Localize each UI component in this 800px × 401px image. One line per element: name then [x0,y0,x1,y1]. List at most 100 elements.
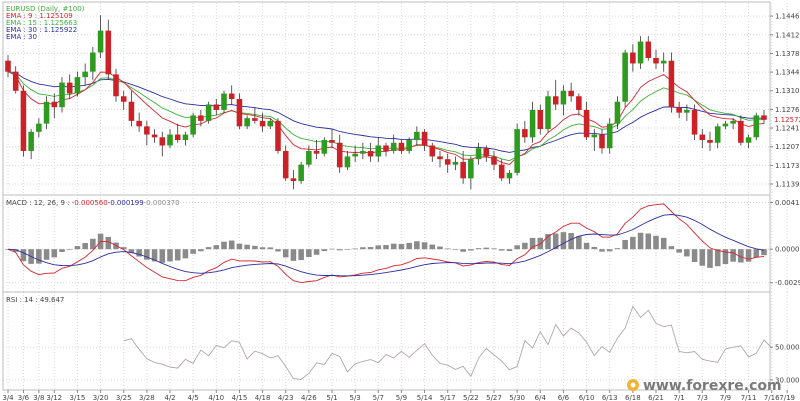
candle-down [66,82,73,94]
candle-up [622,52,628,102]
price-tick-label: 1.13442 [775,69,800,77]
candle-up [730,120,736,124]
macd-lines [7,203,765,284]
macd-histogram-bar [606,249,613,252]
x-tick-label: 3/15 [70,394,86,401]
candle-down [599,134,605,149]
macd-histogram-bar [182,249,189,259]
macd-histogram-bar [745,249,752,262]
macd-histogram-bar [105,236,112,250]
macd-histogram-bar [198,249,204,252]
macd-legend: MACD : 12, 26, 9 : -0.000560-0.000199-0.… [6,199,180,207]
candle-up [244,118,250,127]
macd-histogram-bar [738,249,744,263]
x-tick-label: 6/6 [558,394,570,401]
x-tick-label: 6/18 [625,394,641,401]
macd-histogram-bar [367,247,374,250]
macd-histogram-bar [599,249,605,252]
candle-up [82,71,88,78]
macd-legend-macd-value: -0.000560 [72,199,108,207]
x-tick-label: 7/16 [764,394,780,401]
x-tick-label: 3/8 [33,394,44,401]
candle-down [699,134,706,141]
macd-histogram-bar [383,244,389,250]
rsi-legend: RSI : 14 : 49.647 [6,296,64,304]
candle-up [36,123,42,132]
macd-histogram-bar [390,243,397,250]
macd-histogram-bar [691,249,698,262]
macd-histogram-bar [360,247,366,250]
candle-up [529,109,536,138]
candle-down [275,120,281,151]
macd-histogram-bar [522,242,528,250]
candle-up [298,164,304,182]
candle-down [576,96,582,110]
candle-up [97,30,104,53]
candle-down [290,178,297,182]
candle-down [282,150,289,179]
macd-histogram-bar [514,245,520,250]
rsi-tick-label: 30.0000 [775,376,800,384]
candle-up [468,159,474,179]
macd-histogram-bar [51,249,58,258]
macd-histogram-bar [576,236,582,250]
macd-histogram-bar [352,248,358,250]
price-tick-label: 1.14124 [775,31,800,39]
x-tick-label: 7/1 [674,394,685,401]
macd-histogram-bar [228,240,235,250]
last-price-label: 1.12572 [774,116,800,124]
x-tick-label: 5/30 [509,394,525,401]
x-tick-label: 6/10 [579,394,595,401]
rsi-panel: 50.000 30.0000 RSI : 14 : 49.647 [2,291,800,391]
watermark-logo-icon-inner [630,382,636,388]
x-tick-label: 6/4 [535,394,547,401]
x-tick-label: 3/25 [116,394,132,401]
candle-down [383,145,389,151]
macd-histogram-bar [475,248,482,250]
candle-down [174,134,181,141]
x-tick-label: 5/7 [373,394,384,401]
macd-histogram-bar [275,249,281,252]
candle-up [344,156,351,168]
macd-histogram-bar [414,241,420,250]
macd-histogram-bar [660,237,667,250]
candle-up [28,131,34,151]
candle-down [583,109,590,138]
candle-up [375,145,382,157]
rsi-axis: 50.000 30.0000 [770,344,800,384]
macd-histogram-bar [676,249,682,253]
x-tick-label: 5/1 [326,394,337,401]
candle-up [506,172,513,179]
macd-histogram-bar [545,234,551,250]
macd-histogram-bar [344,249,351,250]
macd-histogram-bar [244,244,250,250]
rsi-value-line [123,305,773,380]
candle-down [653,57,659,64]
candle-down [213,104,220,110]
candle-up [306,150,312,165]
macd-legend-histogram-value: -0.000370 [144,199,180,207]
candle-down [460,161,466,179]
legend-ema-15: EMA : 15 : 1.125663 [6,19,77,27]
macd-histogram-bar [20,249,27,262]
candle-down [329,140,335,143]
candle-down [444,159,451,165]
candle-up [714,126,721,143]
candle-up [560,90,567,105]
candle-up [221,93,227,110]
rsi-gridlines [3,292,788,390]
macd-histogram-bar [568,232,574,250]
candle-down [105,30,112,75]
x-tick-label: 4/23 [278,394,294,401]
macd-histogram-bar [336,249,343,251]
x-tick-label: 5/3 [350,394,361,401]
candle-down [12,71,19,91]
candle-down [259,120,266,127]
x-tick-label: 3/6 [18,394,30,401]
macd-histogram-bar [236,243,243,250]
price-tick-label: 1.14465 [775,13,800,21]
candle-up [74,77,81,94]
candle-up [352,153,358,157]
candle-up [606,123,613,149]
